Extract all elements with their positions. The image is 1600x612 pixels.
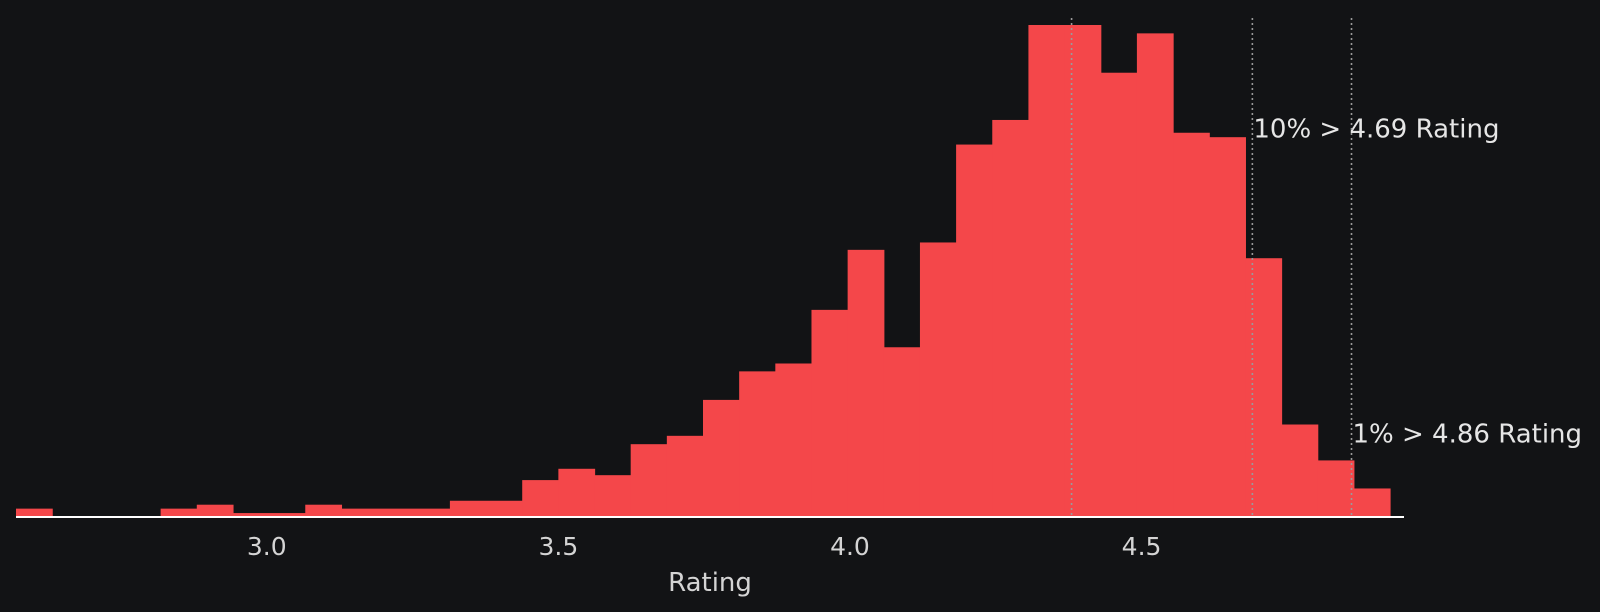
histogram-bar [558,468,596,517]
histogram-bar [16,508,53,517]
histogram-bar [1028,25,1066,517]
x-axis-ticks: 3.0 3.5 4.0 4.5 [247,532,1162,561]
histogram-bar [703,399,740,517]
histogram-bar [1209,137,1246,517]
reference-line-label: 10% > 4.69 Rating [1253,114,1499,144]
x-tick-label: 3.0 [247,532,287,561]
x-tick-label: 4.0 [830,532,870,561]
histogram-bar [739,371,776,517]
histogram-bars [16,25,1391,518]
histogram-bar [594,475,632,517]
histogram-bar [919,242,957,518]
histogram-bar [1281,424,1319,517]
histogram-bar [305,504,343,517]
histogram-bar [1064,25,1102,517]
histogram-bar [1136,33,1174,517]
reference-lines: 10% > 4.69 Rating 1% > 4.86 Rating [1070,18,1583,517]
x-tick-label: 4.5 [1122,532,1162,561]
histogram-bar [847,249,885,517]
histogram-bar [196,504,234,517]
reference-line-label: 1% > 4.86 Rating [1353,419,1583,449]
x-axis-label: Rating [668,568,752,598]
histogram-bar [160,508,198,517]
histogram-bar [449,500,523,517]
histogram-bar [522,480,559,517]
histogram-bar [1317,460,1355,517]
histogram-bar [666,435,704,517]
histogram-bar [811,309,849,517]
histogram-bar [1173,132,1210,518]
histogram-bar [341,508,451,517]
histogram-bar [1353,488,1391,517]
histogram-bar [1100,72,1138,517]
histogram-bar [1245,258,1283,517]
histogram-bar [992,119,1030,518]
x-tick-label: 3.5 [538,532,578,561]
histogram-bar [775,363,813,517]
histogram-bar [232,513,306,517]
histogram-bar [883,347,921,517]
histogram-bar [956,144,993,517]
histogram-bar [630,444,668,517]
